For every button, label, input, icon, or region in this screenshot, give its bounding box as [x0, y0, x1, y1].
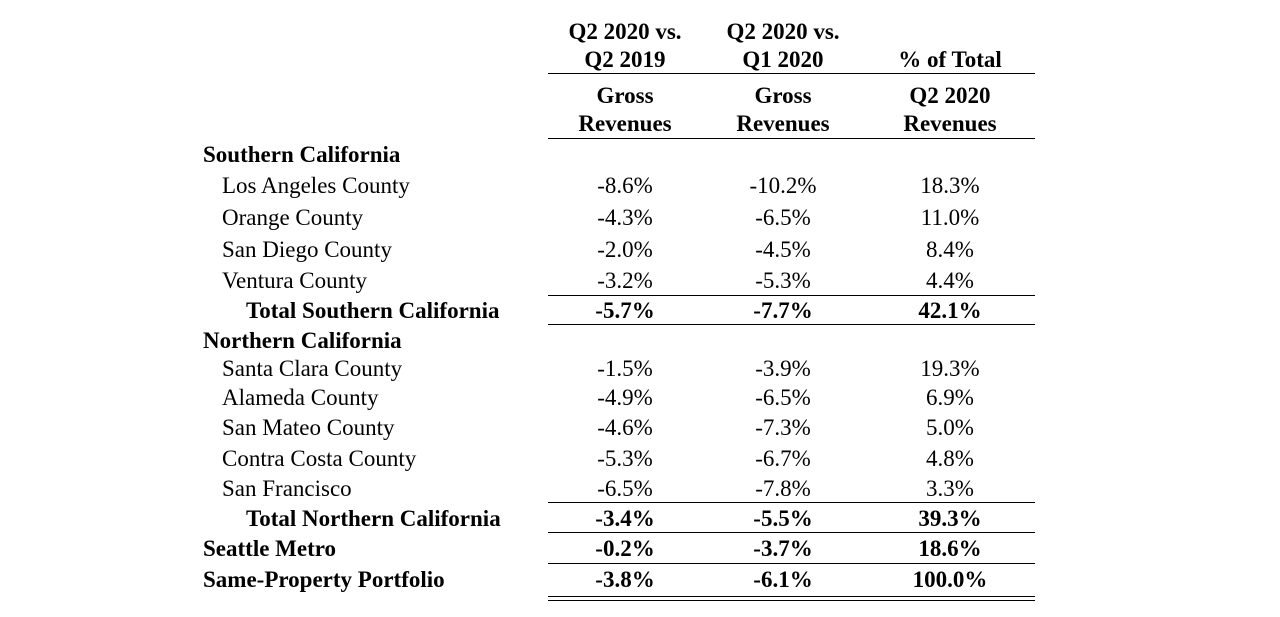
row-label: Santa Clara County: [222, 356, 403, 381]
row-label: Orange County: [222, 205, 364, 230]
row-label: Total Southern California: [246, 298, 500, 323]
table-cell-col1: -3.8%: [595, 567, 655, 592]
table-cell-col3: 6.9%: [926, 385, 974, 410]
table-cell-col3: 4.4%: [926, 268, 974, 293]
table-cell-col3: 3.3%: [926, 476, 974, 501]
col2-group-header-line2: Q1 2020: [742, 47, 824, 72]
col2-header: Gross Revenues: [706, 82, 860, 138]
table-cell-col1: -4.6%: [597, 415, 653, 440]
table-cell-col3: 8.4%: [926, 237, 974, 262]
table-cell-col2: -6.5%: [755, 385, 811, 410]
table-cell-col1: -4.9%: [597, 385, 653, 410]
col2-group-header: Q2 2020 vs. Q1 2020: [706, 18, 860, 74]
table-cell-col3: 19.3%: [920, 356, 980, 381]
header-rule-bottom: [548, 138, 1035, 139]
table-cell-col3: 100.0%: [912, 567, 988, 592]
table-cell-col2: -5.3%: [755, 268, 811, 293]
col3-header: Q2 2020 Revenues: [864, 82, 1036, 138]
table-cell-col2: -7.8%: [755, 476, 811, 501]
table-cell-col1: -3.2%: [597, 268, 653, 293]
rule-double-1: [548, 596, 1035, 597]
row-label: Los Angeles County: [222, 173, 410, 198]
table-cell-col2: -6.1%: [753, 567, 813, 592]
col3-header-line1: Q2 2020: [909, 83, 991, 108]
rule-below-total-southern: [548, 324, 1035, 325]
table-cell-col2: -7.7%: [753, 298, 813, 323]
row-label: Total Northern California: [246, 506, 501, 531]
table-cell-col2: -3.7%: [753, 536, 813, 561]
table-cell-col2: -6.7%: [755, 446, 811, 471]
row-label: Ventura County: [222, 268, 368, 293]
col3-group-header: % of Total: [864, 46, 1036, 74]
table-cell-col2: -10.2%: [749, 173, 817, 198]
table-cell-col1: -5.7%: [595, 298, 655, 323]
rule-below-seattle: [548, 563, 1035, 564]
col2-header-line1: Gross: [754, 83, 812, 108]
table-cell-col3: 39.3%: [918, 506, 982, 531]
rule-below-total-northern: [548, 532, 1035, 533]
table-cell-col1: -6.5%: [597, 476, 653, 501]
row-label: Same-Property Portfolio: [203, 567, 445, 592]
rule-above-total-southern: [548, 295, 1035, 296]
table-cell-col1: -5.3%: [597, 446, 653, 471]
row-label: Seattle Metro: [203, 536, 337, 561]
col1-group-header: Q2 2020 vs. Q2 2019: [548, 18, 702, 74]
table-cell-col2: -3.9%: [755, 356, 811, 381]
table-cell-col1: -0.2%: [595, 536, 655, 561]
table-cell-col2: -4.5%: [755, 237, 811, 262]
table-cell-col3: 18.6%: [918, 536, 982, 561]
col2-group-header-line1: Q2 2020 vs.: [726, 19, 840, 44]
rule-above-total-northern: [548, 502, 1035, 503]
col3-group-header-line2: % of Total: [898, 47, 1002, 72]
col1-header-line1: Gross: [596, 83, 654, 108]
col2-header-line2: Revenues: [736, 111, 830, 136]
table-cell-col2: -5.5%: [753, 506, 813, 531]
row-label: Northern California: [203, 328, 402, 353]
header-rule-top: [548, 73, 1035, 74]
table-cell-col2: -7.3%: [755, 415, 811, 440]
col1-group-header-line2: Q2 2019: [584, 47, 666, 72]
table-cell-col3: 11.0%: [920, 205, 980, 230]
table-cell-col3: 4.8%: [926, 446, 974, 471]
row-label: San Diego County: [222, 237, 392, 262]
table-cell-col3: 18.3%: [920, 173, 980, 198]
table-cell-col1: -8.6%: [597, 173, 653, 198]
table-cell-col2: -6.5%: [755, 205, 811, 230]
col3-header-line2: Revenues: [903, 111, 997, 136]
col1-header-line2: Revenues: [578, 111, 672, 136]
row-label: San Francisco: [222, 476, 352, 501]
row-label: Southern California: [203, 142, 401, 167]
table-cell-col3: 5.0%: [926, 415, 974, 440]
col1-header: Gross Revenues: [548, 82, 702, 138]
row-label: San Mateo County: [222, 415, 395, 440]
table-cell-col1: -2.0%: [597, 237, 653, 262]
row-label: Contra Costa County: [222, 446, 417, 471]
table-cell-col1: -1.5%: [597, 356, 653, 381]
row-label: Alameda County: [222, 385, 379, 410]
table-cell-col3: 42.1%: [918, 298, 982, 323]
table-cell-col1: -3.4%: [595, 506, 655, 531]
rule-double-2: [548, 600, 1035, 601]
table-cell-col1: -4.3%: [597, 205, 653, 230]
col1-group-header-line1: Q2 2020 vs.: [568, 19, 682, 44]
